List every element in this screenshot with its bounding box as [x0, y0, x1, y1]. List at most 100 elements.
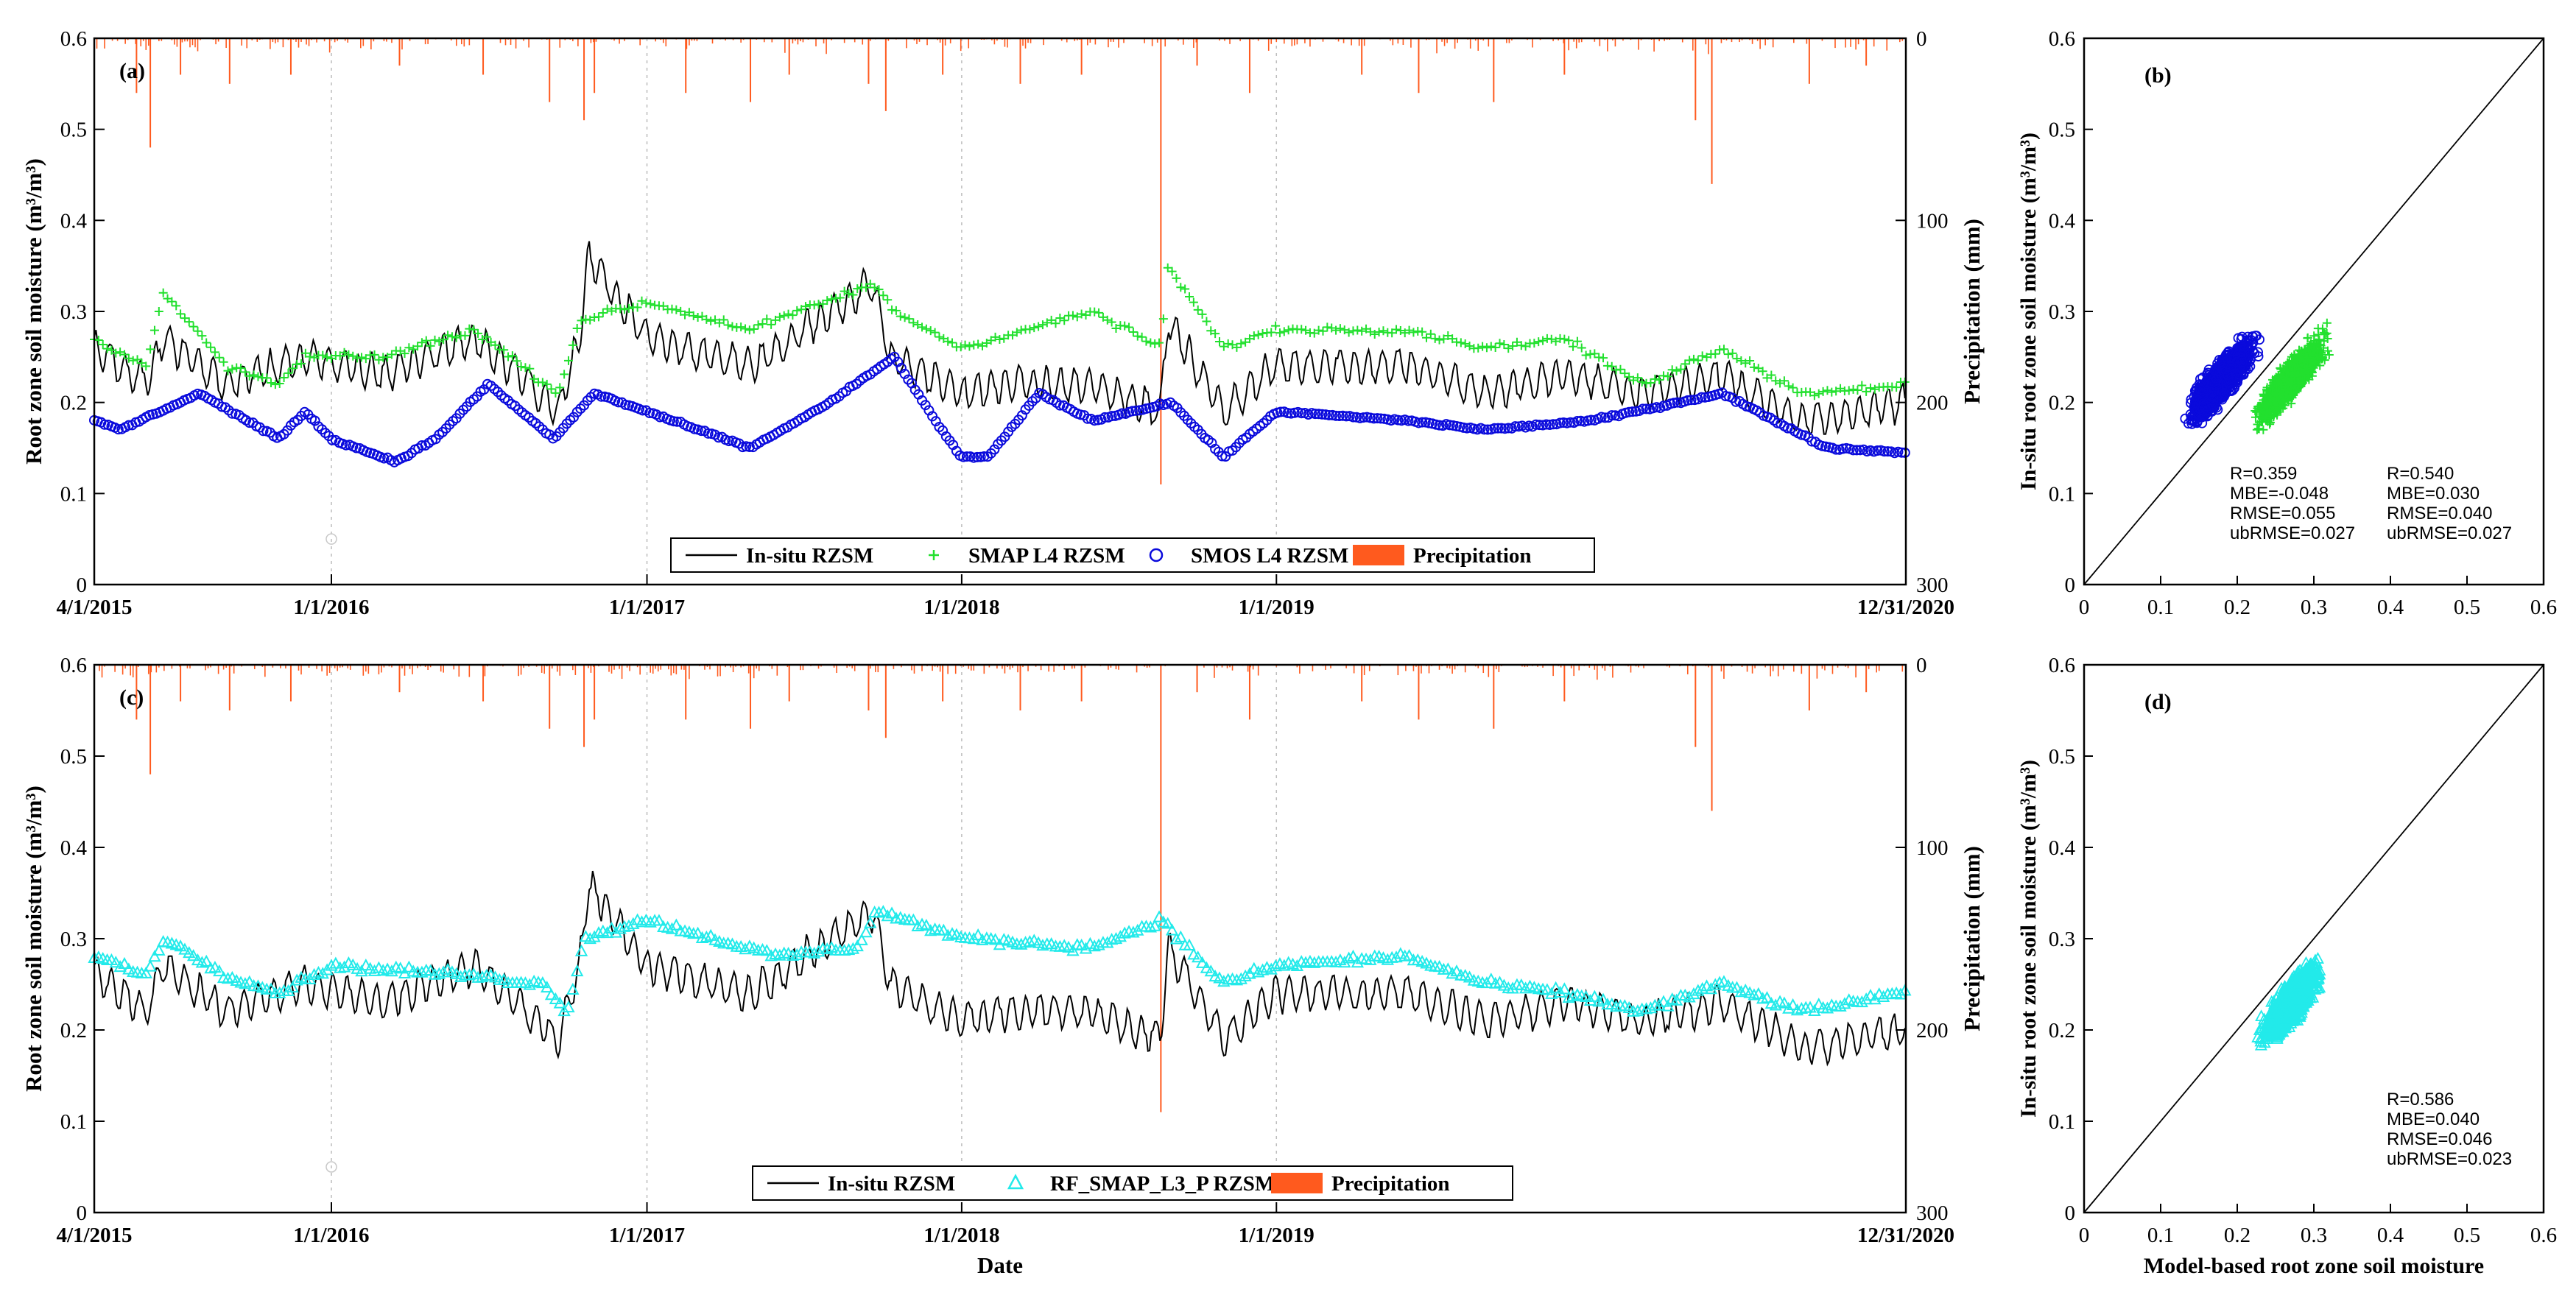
rf-marker	[1278, 959, 1291, 971]
smos-marker	[458, 404, 469, 415]
rf-marker	[812, 945, 826, 957]
smos-marker	[1323, 409, 1334, 420]
smos-marker	[1700, 392, 1711, 403]
rf-marker	[864, 916, 877, 928]
rf-marker	[1269, 959, 1282, 972]
y-tick-label: 0.4	[2049, 209, 2076, 233]
x-tick-label: 0.4	[2377, 596, 2404, 619]
rf-marker	[1329, 955, 1342, 968]
rf-marker	[1446, 967, 1459, 979]
rf-marker	[1390, 950, 1403, 963]
rf-marker	[1713, 975, 1726, 988]
smap-marker	[1051, 319, 1060, 328]
y2-axis-label: Precipitation (mm)	[1959, 846, 1985, 1031]
smos-marker	[534, 421, 545, 432]
rf-marker	[423, 964, 437, 976]
smos-marker	[1348, 412, 1359, 423]
smap-marker	[236, 364, 246, 373]
smap-marker	[1176, 283, 1186, 292]
smap-marker	[141, 361, 151, 371]
smap-marker	[784, 309, 793, 319]
smap-marker	[1681, 359, 1690, 369]
rf-marker	[1217, 975, 1231, 987]
rf-marker	[613, 922, 627, 934]
y2-axis-label: Precipitation (mm)	[1959, 219, 1985, 404]
smap-marker	[895, 311, 905, 321]
scatter-point	[2270, 378, 2279, 387]
rf-marker	[273, 986, 286, 998]
smap-marker	[1870, 384, 1879, 394]
stat-line: R=0.540	[2387, 464, 2454, 484]
smap-marker	[1848, 384, 1858, 394]
smap-marker	[1486, 342, 1496, 351]
insitu-line	[94, 241, 1906, 436]
scatter-point	[2277, 380, 2287, 389]
rf-marker	[1592, 995, 1605, 1007]
smap-marker	[1784, 381, 1793, 391]
rf-marker	[1695, 981, 1709, 994]
rf-marker	[1441, 962, 1454, 975]
y-tick-label: 0.6	[60, 654, 87, 677]
rf-marker	[1683, 990, 1696, 1003]
rf-marker	[152, 943, 166, 956]
smap-marker	[719, 315, 728, 325]
smap-marker	[288, 364, 298, 373]
rf-marker	[1756, 992, 1770, 1004]
rf-marker	[549, 992, 563, 1004]
smos-marker	[351, 442, 362, 454]
rf-marker	[1876, 989, 1890, 1002]
smap-marker	[1430, 334, 1440, 343]
smos-marker	[958, 451, 969, 462]
smap-marker	[154, 307, 163, 316]
smap-marker	[1693, 356, 1703, 365]
smap-marker	[551, 388, 560, 398]
smap-marker	[1077, 309, 1086, 319]
scatter-point	[2265, 417, 2275, 427]
smap-marker	[426, 341, 435, 350]
rf-marker	[523, 978, 536, 990]
smap-marker	[1331, 325, 1341, 335]
smap-marker	[244, 371, 254, 381]
rf-marker	[1105, 933, 1119, 945]
rf-marker	[1717, 975, 1731, 987]
rf-marker	[1346, 949, 1360, 962]
rf-marker	[1692, 984, 1705, 996]
smap-marker	[1546, 334, 1556, 344]
smap-marker	[469, 325, 479, 334]
smos-marker	[285, 420, 296, 431]
y2-tick-label: 200	[1916, 1019, 1949, 1042]
y-tick-label: 0.6	[2049, 27, 2075, 51]
smap-marker	[1374, 327, 1384, 336]
smap-marker	[1189, 297, 1198, 307]
smos-marker	[1127, 406, 1138, 417]
x-tick-label: 1/1/2017	[609, 1224, 685, 1247]
rf-marker	[195, 956, 209, 968]
smap-marker	[1560, 334, 1569, 344]
rf-marker	[1174, 930, 1187, 942]
rf-marker	[1778, 996, 1791, 1009]
scatter-point	[2306, 360, 2316, 370]
x-tick-label: 0	[2079, 596, 2090, 619]
rf-marker	[200, 954, 213, 967]
y-tick-label: 0	[2065, 574, 2076, 597]
scatter-point	[2256, 401, 2265, 411]
rf-marker	[652, 914, 666, 926]
y-tick-label: 0.2	[60, 1019, 87, 1042]
smap-marker	[1663, 372, 1672, 381]
rf-marker	[544, 988, 558, 1001]
smap-marker	[1012, 328, 1021, 337]
smos-marker	[1586, 414, 1597, 426]
smap-marker	[490, 340, 500, 350]
rf-marker	[976, 933, 989, 945]
smos-marker	[1555, 417, 1566, 428]
smos-marker	[1217, 451, 1228, 462]
y-tick-label: 0.3	[60, 928, 87, 951]
rf-marker	[1760, 991, 1774, 1003]
rf-marker	[760, 944, 773, 956]
smap-marker	[1637, 377, 1647, 387]
rf-marker	[1351, 956, 1365, 968]
x-tick-label: 4/1/2015	[56, 596, 132, 619]
smap-marker	[404, 343, 414, 353]
smos-marker	[582, 395, 593, 406]
smap-marker	[1141, 336, 1151, 346]
